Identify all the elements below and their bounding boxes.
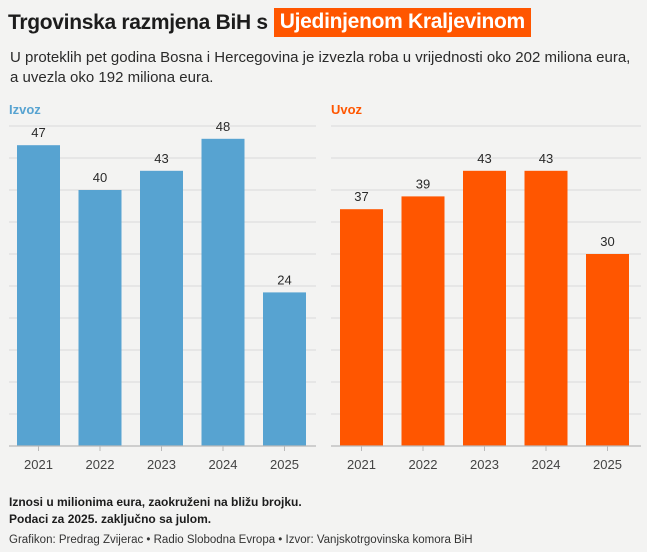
izvoz-value-label: 48	[216, 119, 230, 134]
uvoz-bar-2024	[524, 170, 568, 447]
credit-line: Grafikon: Predrag Zvijerac • Radio Slobo…	[9, 534, 473, 546]
uvoz-value-label: 37	[354, 189, 368, 204]
uvoz-category-label: 2021	[347, 457, 376, 472]
uvoz-value-label: 43	[539, 151, 553, 166]
izvoz-bar-2021	[17, 145, 60, 446]
note-rounding: Iznosi u milionima eura, zaokruženi na b…	[9, 495, 302, 509]
note-period: Podaci za 2025. zaključno sa julom.	[9, 512, 212, 526]
uvoz-value-label: 39	[416, 176, 430, 191]
izvoz-category-label: 2021	[24, 457, 53, 472]
izvoz-category-label: 2023	[147, 457, 176, 472]
izvoz-value-label: 40	[93, 170, 107, 185]
uvoz-bar-2025	[586, 254, 629, 446]
uvoz-bar-2021	[340, 209, 383, 446]
uvoz-category-label: 2023	[470, 457, 499, 472]
uvoz-category-label: 2025	[593, 457, 622, 472]
uvoz-category-label: 2024	[532, 457, 561, 472]
uvoz-value-label: 43	[477, 151, 491, 166]
title-row: Trgovinska razmjena BiH s Ujedinjenom Kr…	[8, 8, 531, 37]
uvoz-bar-2023	[463, 170, 506, 447]
chart-title-highlight: Ujedinjenom Kraljevinom	[273, 8, 531, 37]
uvoz-category-label: 2022	[409, 457, 438, 472]
izvoz-category-label: 2024	[209, 457, 238, 472]
uvoz-chart: Uvoz 37 2021 39 2022 43 2023 43 2024 30 2025	[331, 102, 641, 472]
izvoz-bar-2024	[201, 138, 245, 447]
izvoz-value-label: 24	[277, 272, 291, 287]
notes: Iznosi u milionima eura, zaokruženi na b…	[9, 494, 639, 528]
izvoz-bar-2025	[263, 292, 306, 446]
izvoz-category-label: 2022	[86, 457, 115, 472]
uvoz-value-label: 30	[600, 234, 614, 249]
izvoz-value-label: 43	[154, 151, 168, 166]
izvoz-panel-label: Izvoz	[9, 102, 41, 117]
izvoz-category-label: 2025	[270, 457, 299, 472]
chart-subtitle: U proteklih pet godina Bosna i Hercegovi…	[10, 49, 631, 86]
chart-title: Trgovinska razmjena BiH s	[8, 10, 268, 34]
uvoz-panel-label: Uvoz	[331, 102, 363, 117]
izvoz-bar-2022	[78, 190, 122, 446]
izvoz-bar-2023	[140, 170, 183, 447]
charts-area: Izvoz 47 2021 40 2022 43 2023 48 2024 24 2025 Uvoz…	[0, 98, 647, 480]
uvoz-bar-2022	[401, 196, 445, 446]
izvoz-chart: Izvoz 47 2021 40 2022 43 2023 48 2024 24 2025	[9, 102, 316, 472]
izvoz-value-label: 47	[31, 125, 45, 140]
